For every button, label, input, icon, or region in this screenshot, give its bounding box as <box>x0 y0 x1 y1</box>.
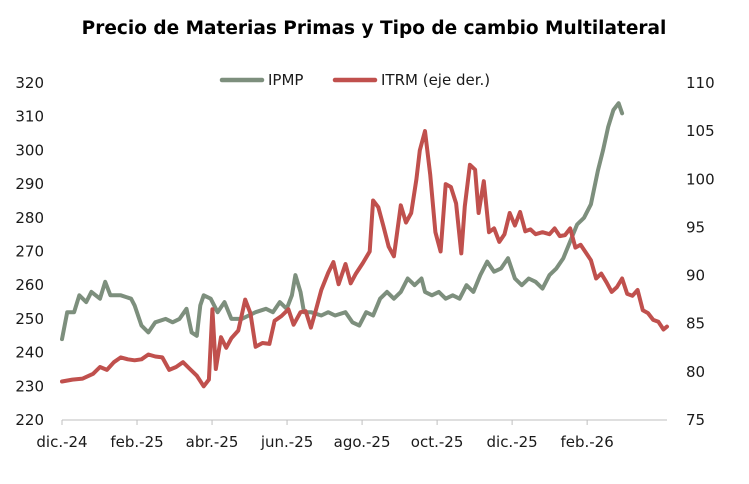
x-tick-label: jun.-25 <box>260 433 313 451</box>
legend-label-ipmp: IPMP <box>268 71 303 89</box>
x-tick-label: oct.-25 <box>411 433 464 451</box>
y-left-tick-label: 240 <box>15 344 44 362</box>
x-tick-label: feb.-26 <box>560 433 613 451</box>
y-right-tick-label: 100 <box>686 170 715 188</box>
legend-label-itrm: ITRM (eje der.) <box>381 71 490 89</box>
x-tick-label: feb.-25 <box>110 433 163 451</box>
y-left-tick-label: 300 <box>15 141 44 159</box>
y-left-tick-label: 290 <box>15 175 44 193</box>
y-left-tick-label: 260 <box>15 276 44 294</box>
legend: IPMP ITRM (eje der.) <box>219 71 490 89</box>
series-layer <box>60 101 669 389</box>
y-left-tick-label: 270 <box>15 243 44 261</box>
y-left-tick-label: 250 <box>15 310 44 328</box>
x-tick-label: dic.-24 <box>36 433 87 451</box>
y-left-tick-label: 280 <box>15 209 44 227</box>
x-tick-label: ago.-25 <box>334 433 391 451</box>
y-left-tick-label: 320 <box>15 74 44 92</box>
series-line-itrm <box>60 129 669 389</box>
y-left-tick-label: 220 <box>15 411 44 429</box>
series-line-ipmp <box>60 101 625 342</box>
y-right-tick-label: 90 <box>686 267 705 285</box>
y-right-tick-label: 95 <box>686 218 705 236</box>
y-right-tick-label: 75 <box>686 411 705 429</box>
x-tick-label: abr.-25 <box>186 433 239 451</box>
y-right-tick-label: 110 <box>686 74 715 92</box>
y-right-tick-label: 85 <box>686 315 705 333</box>
x-tick-label: dic.-25 <box>487 433 538 451</box>
axes-layer: dic.-24 feb.-25 abr.-25 jun.-25 ago.-25 oct.-… <box>15 74 714 451</box>
chart-title: Precio de Materias Primas y Tipo de camb… <box>82 18 667 39</box>
y-right-tick-label: 105 <box>686 122 715 140</box>
y-right-tick-label: 80 <box>686 363 705 381</box>
y-left-tick-label: 230 <box>15 377 44 395</box>
y-left-tick-label: 310 <box>15 108 44 126</box>
